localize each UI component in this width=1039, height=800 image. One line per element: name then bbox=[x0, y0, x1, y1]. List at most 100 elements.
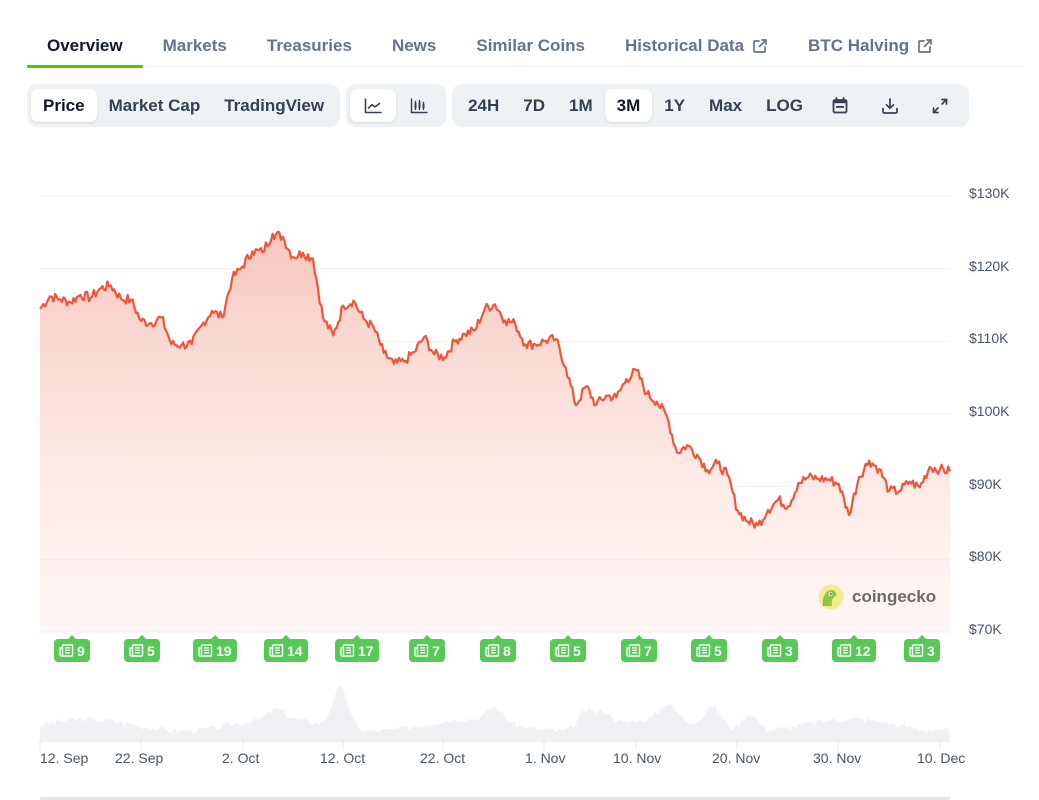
news-count: 17 bbox=[358, 642, 374, 659]
x-axis-label: 30. Nov bbox=[813, 750, 862, 766]
download-icon bbox=[881, 97, 899, 115]
chart-navigator-scrollbar[interactable] bbox=[40, 797, 950, 800]
volume-area bbox=[40, 685, 950, 742]
candlestick-chart-icon bbox=[410, 97, 428, 114]
range-1m-button[interactable]: 1M bbox=[568, 95, 593, 115]
tab-label: Treasuries bbox=[266, 35, 352, 55]
price-line[interactable] bbox=[39, 230, 952, 529]
x-axis-label: 20. Nov bbox=[712, 750, 761, 766]
chart-mode-tradingview-button[interactable]: TradingView bbox=[224, 95, 325, 115]
newspaper-icon bbox=[837, 644, 852, 657]
x-axis-label: 22. Oct bbox=[420, 750, 466, 766]
external-link-icon bbox=[917, 38, 933, 54]
newspaper-icon bbox=[485, 644, 500, 657]
chart-mode-price-button[interactable]: Price bbox=[31, 89, 97, 122]
news-badge[interactable]: 12 bbox=[832, 635, 876, 662]
x-axis-label: 10. Nov bbox=[613, 750, 662, 766]
x-axis-label: 10. Dec bbox=[917, 750, 966, 766]
download-button[interactable] bbox=[865, 89, 915, 122]
news-count: 7 bbox=[644, 642, 652, 659]
range-group: 24H 7D 1M 3M 1Y Max LOG bbox=[452, 84, 969, 127]
news-count: 8 bbox=[503, 642, 511, 659]
news-badge[interactable]: 7 bbox=[409, 635, 445, 662]
news-badge[interactable]: 8 bbox=[480, 635, 516, 662]
x-axis-label: 12. Oct bbox=[320, 750, 366, 766]
line-chart-button[interactable] bbox=[350, 89, 397, 122]
news-badge[interactable]: 7 bbox=[621, 635, 657, 662]
newspaper-icon bbox=[198, 644, 213, 657]
news-badge[interactable]: 3 bbox=[904, 635, 940, 662]
chart-mode-group: Price Market Cap TradingView bbox=[27, 84, 341, 127]
news-badge[interactable]: 5 bbox=[550, 635, 586, 662]
news-badge[interactable]: 14 bbox=[264, 635, 308, 662]
y-axis-label: $100K bbox=[969, 403, 1010, 419]
tab-btc-halving[interactable]: BTC Halving bbox=[788, 24, 953, 67]
range-max-button[interactable]: Max bbox=[709, 95, 743, 115]
newspaper-icon bbox=[626, 644, 641, 657]
newspaper-icon bbox=[269, 644, 284, 657]
fullscreen-button[interactable] bbox=[915, 89, 965, 122]
range-3m-button[interactable]: 3M bbox=[604, 89, 653, 122]
y-axis-label: $70K bbox=[969, 621, 1002, 637]
coin-page-tabs: Overview Markets Treasuries News Similar Coi… bbox=[27, 24, 1024, 68]
tab-historical-data[interactable]: Historical Data bbox=[605, 24, 788, 67]
news-badge[interactable]: 19 bbox=[193, 635, 237, 662]
external-link-icon bbox=[752, 38, 768, 54]
tab-label: Historical Data bbox=[625, 35, 745, 55]
range-1y-button[interactable]: 1Y bbox=[664, 95, 686, 115]
newspaper-icon bbox=[340, 644, 355, 657]
newspaper-icon bbox=[129, 644, 144, 657]
x-axis-label: 1. Nov bbox=[525, 750, 566, 766]
newspaper-icon bbox=[696, 644, 711, 657]
candlestick-chart-button[interactable] bbox=[396, 89, 442, 122]
range-log-button[interactable]: LOG bbox=[766, 95, 803, 115]
fullscreen-icon bbox=[931, 97, 949, 115]
newspaper-icon bbox=[59, 644, 74, 657]
coingecko-logo-icon bbox=[818, 584, 844, 610]
news-count: 5 bbox=[573, 642, 581, 659]
news-count: 5 bbox=[147, 642, 155, 659]
y-axis-label: $80K bbox=[969, 548, 1002, 565]
tab-treasuries[interactable]: Treasuries bbox=[247, 24, 372, 67]
news-badge[interactable]: 5 bbox=[691, 635, 727, 662]
news-count: 5 bbox=[714, 642, 722, 659]
tab-overview[interactable]: Overview bbox=[27, 24, 143, 68]
tab-similar-coins[interactable]: Similar Coins bbox=[456, 24, 605, 67]
calendar-button[interactable] bbox=[815, 89, 865, 122]
y-axis-label: $110K bbox=[969, 330, 1009, 347]
tab-label: News bbox=[391, 35, 437, 55]
price-area-fill bbox=[40, 231, 950, 632]
range-7d-button[interactable]: 7D bbox=[523, 95, 545, 115]
chart-type-group bbox=[346, 84, 447, 127]
tab-label: Overview bbox=[47, 35, 123, 55]
news-badge[interactable]: 17 bbox=[335, 635, 379, 662]
news-count: 14 bbox=[287, 642, 303, 659]
y-axis-label: $130K bbox=[969, 185, 1010, 201]
tab-label: BTC Halving bbox=[808, 35, 910, 55]
coingecko-watermark: coingecko bbox=[818, 584, 936, 610]
y-axis-label: $90K bbox=[969, 475, 1002, 492]
news-count: 9 bbox=[77, 642, 85, 659]
tab-label: Similar Coins bbox=[476, 35, 585, 55]
tab-label: Markets bbox=[162, 35, 227, 55]
range-24h-button[interactable]: 24H bbox=[468, 95, 500, 115]
news-count: 19 bbox=[216, 642, 232, 659]
x-axis-label: 2. Oct bbox=[222, 750, 260, 766]
newspaper-icon bbox=[555, 644, 570, 657]
news-count: 3 bbox=[927, 642, 935, 659]
price-chart[interactable] bbox=[0, 140, 1039, 780]
news-badge[interactable]: 5 bbox=[124, 635, 160, 662]
watermark-text: coingecko bbox=[852, 587, 937, 606]
chart-toolbar: Price Market Cap TradingView 24H 7D 1M 3M 1Y Ma… bbox=[27, 84, 969, 127]
news-count: 12 bbox=[855, 642, 871, 659]
tab-markets[interactable]: Markets bbox=[143, 24, 247, 67]
tab-news[interactable]: News bbox=[372, 24, 456, 67]
calendar-icon bbox=[832, 97, 848, 114]
chart-mode-market-cap-button[interactable]: Market Cap bbox=[108, 95, 201, 115]
news-badge[interactable]: 3 bbox=[762, 635, 798, 662]
news-count: 7 bbox=[432, 642, 440, 659]
x-axis-label: 22. Sep bbox=[115, 750, 164, 766]
line-chart-icon bbox=[364, 97, 382, 114]
news-badge[interactable]: 9 bbox=[54, 635, 90, 662]
newspaper-icon bbox=[909, 644, 924, 657]
